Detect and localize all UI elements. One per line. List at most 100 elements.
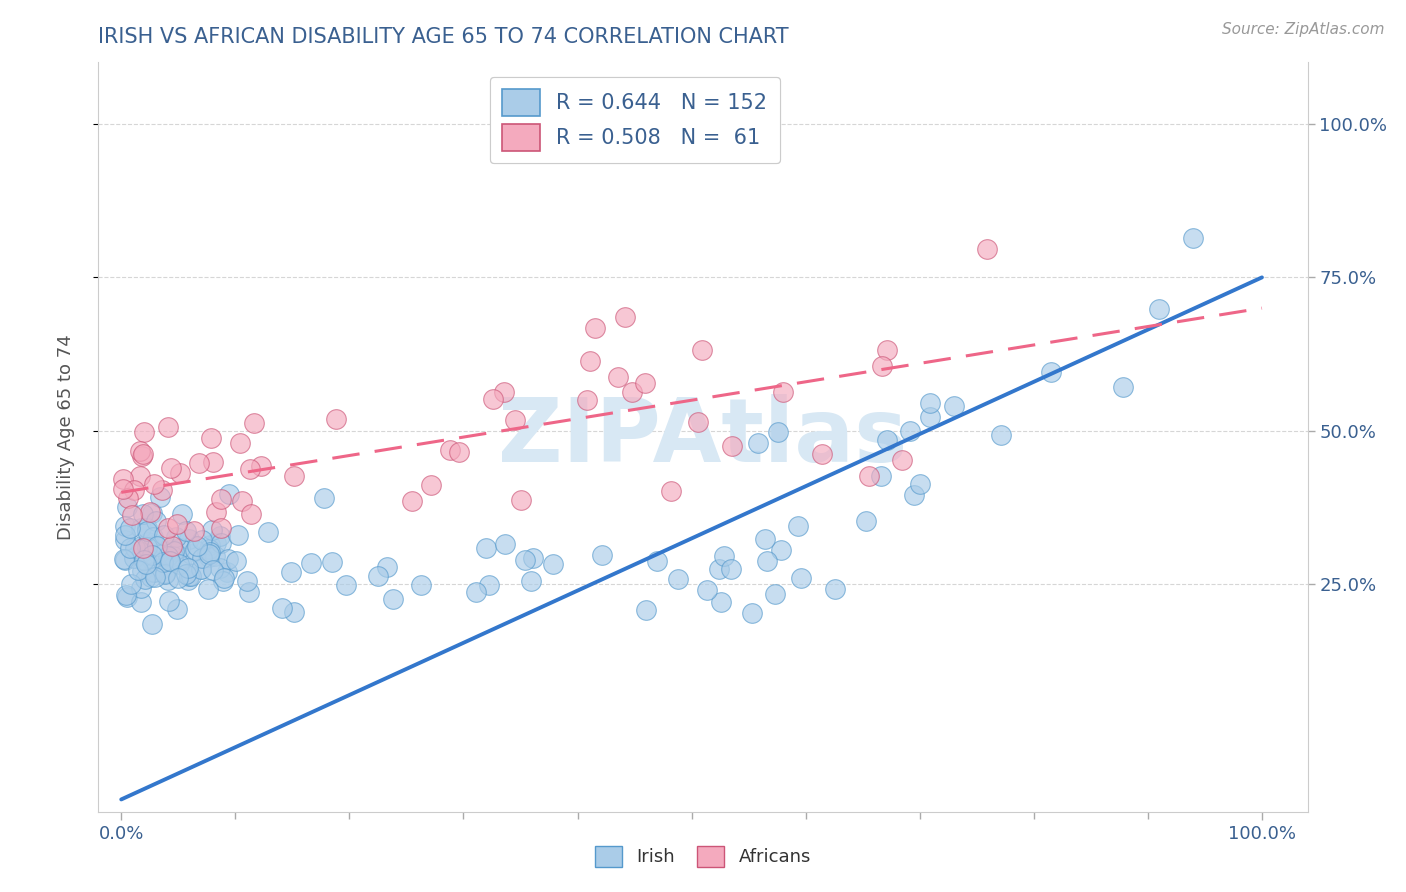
Point (114, 528, 136, 542)
Point (465, 584, 488, 599)
Point (891, 453, 914, 467)
Point (135, 557, 157, 571)
Point (585, 321, 607, 335)
Point (162, 549, 184, 563)
Point (112, 483, 135, 497)
Point (197, 582, 219, 596)
Point (707, 562, 730, 576)
Point (204, 549, 226, 563)
Point (122, 551, 145, 566)
Point (129, 468, 152, 483)
Point (200, 431, 222, 445)
Point (115, 590, 138, 604)
Point (1147, 302, 1170, 317)
Point (772, 384, 794, 399)
Legend: R = 0.644   N = 152, R = 0.508   N =  61: R = 0.644 N = 152, R = 0.508 N = 61 (489, 77, 780, 163)
Point (114, 533, 136, 547)
Point (122, 483, 145, 497)
Text: Source: ZipAtlas.com: Source: ZipAtlas.com (1222, 22, 1385, 37)
Point (475, 541, 498, 555)
Point (214, 571, 236, 585)
Point (197, 547, 219, 561)
Point (145, 514, 167, 528)
Point (152, 483, 174, 498)
Point (190, 562, 212, 576)
Point (134, 572, 156, 586)
Point (236, 574, 259, 588)
Point (478, 578, 501, 592)
Point (190, 551, 212, 566)
Point (314, 491, 336, 506)
Point (141, 506, 163, 520)
Point (201, 455, 224, 469)
Point (141, 616, 163, 631)
Point (225, 554, 247, 568)
Point (209, 521, 232, 535)
Point (132, 553, 155, 567)
Point (159, 554, 181, 568)
Point (120, 541, 142, 556)
Point (280, 565, 302, 579)
Point (138, 505, 160, 519)
Point (176, 567, 198, 582)
Point (209, 529, 232, 543)
Point (1040, 365, 1063, 379)
Point (908, 477, 931, 491)
Point (141, 553, 163, 567)
Point (155, 566, 177, 580)
Point (510, 493, 533, 508)
Point (149, 563, 172, 577)
Point (375, 560, 398, 574)
Point (190, 562, 212, 576)
Point (325, 411, 347, 425)
Point (710, 595, 733, 609)
Point (124, 541, 146, 555)
Point (112, 552, 135, 566)
Point (129, 581, 152, 595)
Point (870, 359, 893, 373)
Point (976, 243, 998, 257)
Point (811, 447, 834, 461)
Point (942, 399, 965, 413)
Point (152, 555, 174, 569)
Point (439, 442, 461, 457)
Point (401, 493, 423, 508)
Point (157, 594, 180, 608)
Point (165, 529, 187, 543)
Point (606, 370, 628, 384)
Point (136, 521, 159, 535)
Point (721, 439, 744, 453)
Point (183, 524, 205, 538)
Point (494, 537, 516, 551)
Point (132, 508, 155, 522)
Point (169, 541, 191, 555)
Text: ZIPAtlas: ZIPAtlas (498, 393, 908, 481)
Point (321, 555, 343, 569)
Point (169, 467, 191, 481)
Point (766, 425, 789, 439)
Y-axis label: Disability Age 65 to 74: Disability Age 65 to 74 (56, 334, 75, 540)
Point (257, 524, 280, 539)
Point (127, 563, 149, 577)
Point (157, 554, 180, 568)
Point (218, 486, 240, 500)
Point (177, 532, 200, 546)
Point (121, 508, 143, 522)
Point (209, 536, 232, 550)
Point (634, 376, 657, 390)
Point (115, 588, 138, 602)
Point (382, 591, 405, 606)
Point (215, 565, 238, 579)
Text: IRISH VS AFRICAN DISABILITY AGE 65 TO 74 CORRELATION CHART: IRISH VS AFRICAN DISABILITY AGE 65 TO 74… (98, 27, 789, 47)
Point (114, 518, 136, 533)
Point (131, 594, 153, 608)
Point (335, 578, 357, 592)
Point (209, 492, 232, 507)
Point (918, 409, 941, 424)
Point (198, 541, 221, 556)
Point (411, 578, 433, 592)
Point (205, 505, 228, 519)
Point (132, 541, 155, 556)
Point (690, 343, 713, 357)
Point (143, 537, 166, 551)
